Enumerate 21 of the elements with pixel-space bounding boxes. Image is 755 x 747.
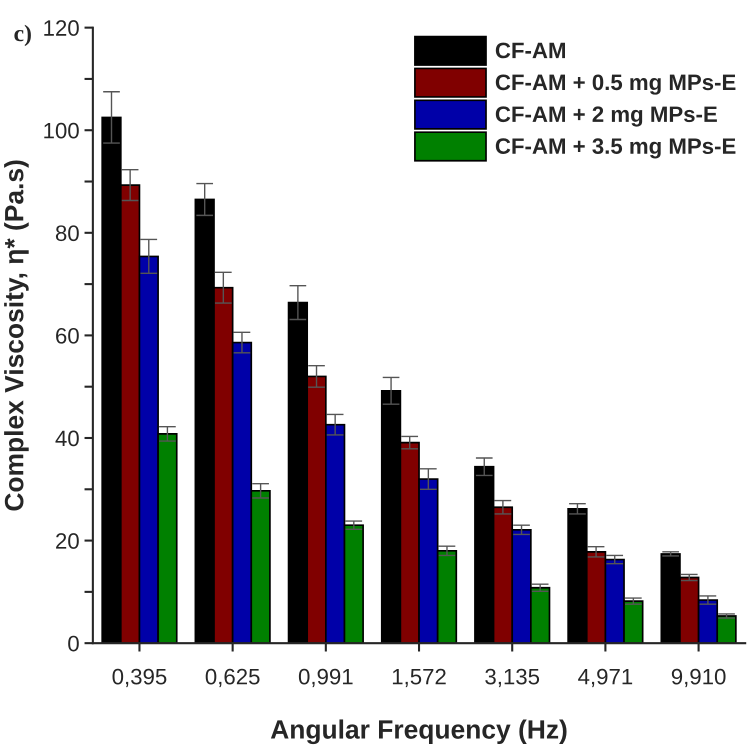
y-tick-label: 60 <box>56 328 79 344</box>
y-axis-title: Complex Viscosity, η* (Pa.s) <box>4 160 29 511</box>
x-tick-label: 4,971 <box>578 668 632 688</box>
x-tick-label: 0,991 <box>298 668 353 688</box>
legend-label: CF-AM + 0.5 mg MPs-E <box>496 74 736 95</box>
y-tick-label: 120 <box>44 20 79 36</box>
y-tick-label: 100 <box>44 122 79 138</box>
x-axis-title: Angular Frequency (Hz) <box>270 719 567 744</box>
x-tick-label: 9,910 <box>672 668 726 688</box>
y-tick-label: 20 <box>56 533 79 549</box>
legend-label: CF-AM + 2 mg MPs-E <box>496 106 717 127</box>
x-tick-label: 1,572 <box>392 668 446 688</box>
x-tick-label: 3,135 <box>485 668 540 688</box>
x-tick-label: 0,395 <box>112 668 166 688</box>
y-tick-label: 0 <box>68 636 79 652</box>
y-tick-label: 80 <box>56 225 79 242</box>
y-tick-label: 40 <box>55 430 79 446</box>
text: c) <box>14 24 31 46</box>
x-tick-label: 0,625 <box>206 668 260 688</box>
legend-label: CF-AM <box>496 42 565 58</box>
legend-label: CF-AM + 3.5 mg MPs-E <box>496 138 736 158</box>
